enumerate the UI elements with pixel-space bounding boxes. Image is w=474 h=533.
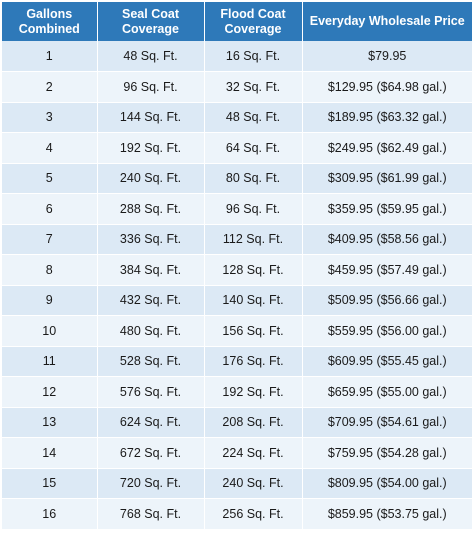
flood-coat-cell: 140 Sq. Ft. — [203, 285, 303, 316]
header-row: Gallons Combined Seal Coat Coverage Floo… — [2, 2, 472, 41]
table-row: 11 528 Sq. Ft. 176 Sq. Ft. $609.95 ($55.45 … — [2, 346, 472, 377]
table-row: 9 432 Sq. Ft. 140 Sq. Ft. $509.95 ($56.66 g… — [2, 285, 472, 316]
gallons-cell: 6 — [2, 193, 98, 225]
flood-coat-cell: 64 Sq. Ft. — [203, 132, 303, 164]
table-row: 16 768 Sq. Ft. 256 Sq. Ft. $859.95 ($53.75 … — [2, 498, 472, 530]
seal-coat-cell: 240 Sq. Ft. — [96, 163, 205, 194]
flood-coat-cell: 32 Sq. Ft. — [203, 71, 303, 103]
seal-coat-cell: 720 Sq. Ft. — [96, 468, 205, 499]
flood-coat-cell: 156 Sq. Ft. — [203, 315, 303, 347]
flood-coat-cell: 16 Sq. Ft. — [203, 41, 303, 72]
flood-coat-cell: 240 Sq. Ft. — [203, 468, 303, 499]
seal-coat-cell: 384 Sq. Ft. — [96, 254, 205, 286]
seal-coat-cell: 96 Sq. Ft. — [96, 71, 205, 103]
table-row: 7 336 Sq. Ft. 112 Sq. Ft. $409.95 ($58.56 g… — [2, 224, 472, 255]
header-everyday-wholesale-price: Everyday Wholesale Price — [301, 2, 472, 41]
table-row: 2 96 Sq. Ft. 32 Sq. Ft. $129.95 ($64.98 gal… — [2, 71, 472, 103]
gallons-cell: 2 — [2, 71, 98, 103]
gallons-cell: 10 — [2, 315, 98, 347]
price-cell: $659.95 ($55.00 gal.) — [301, 376, 472, 408]
header-seal-line2: Coverage — [122, 21, 179, 36]
seal-coat-cell: 432 Sq. Ft. — [96, 285, 205, 316]
flood-coat-cell: 208 Sq. Ft. — [203, 407, 303, 438]
price-cell: $359.95 ($59.95 gal.) — [301, 193, 472, 225]
table-row: 10 480 Sq. Ft. 156 Sq. Ft. $559.95 ($56.00 … — [2, 315, 472, 347]
table-row: 15 720 Sq. Ft. 240 Sq. Ft. $809.95 ($54.00 … — [2, 468, 472, 499]
seal-coat-cell: 528 Sq. Ft. — [96, 346, 205, 377]
table-row: 13 624 Sq. Ft. 208 Sq. Ft. $709.95 ($54.61 … — [2, 407, 472, 438]
price-cell: $559.95 ($56.00 gal.) — [301, 315, 472, 347]
gallons-cell: 3 — [2, 102, 98, 133]
price-cell: $249.95 ($62.49 gal.) — [301, 132, 472, 164]
price-cell: $309.95 ($61.99 gal.) — [301, 163, 472, 194]
seal-coat-cell: 768 Sq. Ft. — [96, 498, 205, 530]
price-cell: $859.95 ($53.75 gal.) — [301, 498, 472, 530]
flood-coat-cell: 112 Sq. Ft. — [203, 224, 303, 255]
flood-coat-cell: 192 Sq. Ft. — [203, 376, 303, 408]
header-gallons-line2: Combined — [18, 21, 80, 36]
seal-coat-cell: 336 Sq. Ft. — [96, 224, 205, 255]
header-gallons-line1: Gallons — [26, 6, 73, 21]
flood-coat-cell: 256 Sq. Ft. — [203, 498, 303, 530]
seal-coat-cell: 576 Sq. Ft. — [96, 376, 205, 408]
price-cell: $609.95 ($55.45 gal.) — [301, 346, 472, 377]
price-cell: $459.95 ($57.49 gal.) — [301, 254, 472, 286]
gallons-cell: 11 — [2, 346, 98, 377]
gallons-cell: 5 — [2, 163, 98, 194]
table-row: 4 192 Sq. Ft. 64 Sq. Ft. $249.95 ($62.49 ga… — [2, 132, 472, 164]
seal-coat-cell: 288 Sq. Ft. — [96, 193, 205, 225]
header-flood-coat-coverage: Flood Coat Coverage — [203, 2, 303, 41]
table-row: 1 48 Sq. Ft. 16 Sq. Ft. $79.95 — [2, 41, 472, 72]
header-flood-line1: Flood Coat — [220, 6, 286, 21]
table-body: 1 48 Sq. Ft. 16 Sq. Ft. $79.95 2 96 Sq. Ft. 32… — [2, 41, 472, 530]
seal-coat-cell: 480 Sq. Ft. — [96, 315, 205, 347]
header-flood-line2: Coverage — [224, 21, 282, 36]
table-row: 3 144 Sq. Ft. 48 Sq. Ft. $189.95 ($63.32 ga… — [2, 102, 472, 133]
flood-coat-cell: 128 Sq. Ft. — [203, 254, 303, 286]
gallons-cell: 14 — [2, 437, 98, 469]
price-cell: $509.95 ($56.66 gal.) — [301, 285, 472, 316]
seal-coat-cell: 672 Sq. Ft. — [96, 437, 205, 469]
table-header: Gallons Combined Seal Coat Coverage Floo… — [2, 2, 472, 41]
seal-coat-cell: 624 Sq. Ft. — [96, 407, 205, 438]
seal-coat-cell: 48 Sq. Ft. — [96, 41, 205, 72]
price-cell: $759.95 ($54.28 gal.) — [301, 437, 472, 469]
seal-coat-cell: 192 Sq. Ft. — [96, 132, 205, 164]
price-cell: $409.95 ($58.56 gal.) — [301, 224, 472, 255]
gallons-cell: 15 — [2, 468, 98, 499]
table-row: 5 240 Sq. Ft. 80 Sq. Ft. $309.95 ($61.99 ga… — [2, 163, 472, 194]
header-gallons-combined: Gallons Combined — [2, 2, 98, 41]
flood-coat-cell: 96 Sq. Ft. — [203, 193, 303, 225]
table-row: 12 576 Sq. Ft. 192 Sq. Ft. $659.95 ($55.00 … — [2, 376, 472, 408]
gallons-cell: 7 — [2, 224, 98, 255]
flood-coat-cell: 224 Sq. Ft. — [203, 437, 303, 469]
flood-coat-cell: 176 Sq. Ft. — [203, 346, 303, 377]
price-cell: $79.95 — [301, 41, 472, 72]
table-row: 8 384 Sq. Ft. 128 Sq. Ft. $459.95 ($57.49 g… — [2, 254, 472, 286]
table-row: 14 672 Sq. Ft. 224 Sq. Ft. $759.95 ($54.28 … — [2, 437, 472, 469]
flood-coat-cell: 48 Sq. Ft. — [203, 102, 303, 133]
gallons-cell: 13 — [2, 407, 98, 438]
gallons-cell: 1 — [2, 41, 98, 72]
price-cell: $709.95 ($54.61 gal.) — [301, 407, 472, 438]
price-cell: $129.95 ($64.98 gal.) — [301, 71, 472, 103]
header-seal-coat-coverage: Seal Coat Coverage — [96, 2, 205, 41]
table-row: 6 288 Sq. Ft. 96 Sq. Ft. $359.95 ($59.95 ga… — [2, 193, 472, 225]
seal-coat-cell: 144 Sq. Ft. — [96, 102, 205, 133]
gallons-cell: 8 — [2, 254, 98, 286]
price-cell: $809.95 ($54.00 gal.) — [301, 468, 472, 499]
gallons-cell: 4 — [2, 132, 98, 164]
header-seal-line1: Seal Coat — [122, 6, 179, 21]
flood-coat-cell: 80 Sq. Ft. — [203, 163, 303, 194]
gallons-cell: 12 — [2, 376, 98, 408]
gallons-cell: 9 — [2, 285, 98, 316]
gallons-cell: 16 — [2, 498, 98, 530]
price-cell: $189.95 ($63.32 gal.) — [301, 102, 472, 133]
